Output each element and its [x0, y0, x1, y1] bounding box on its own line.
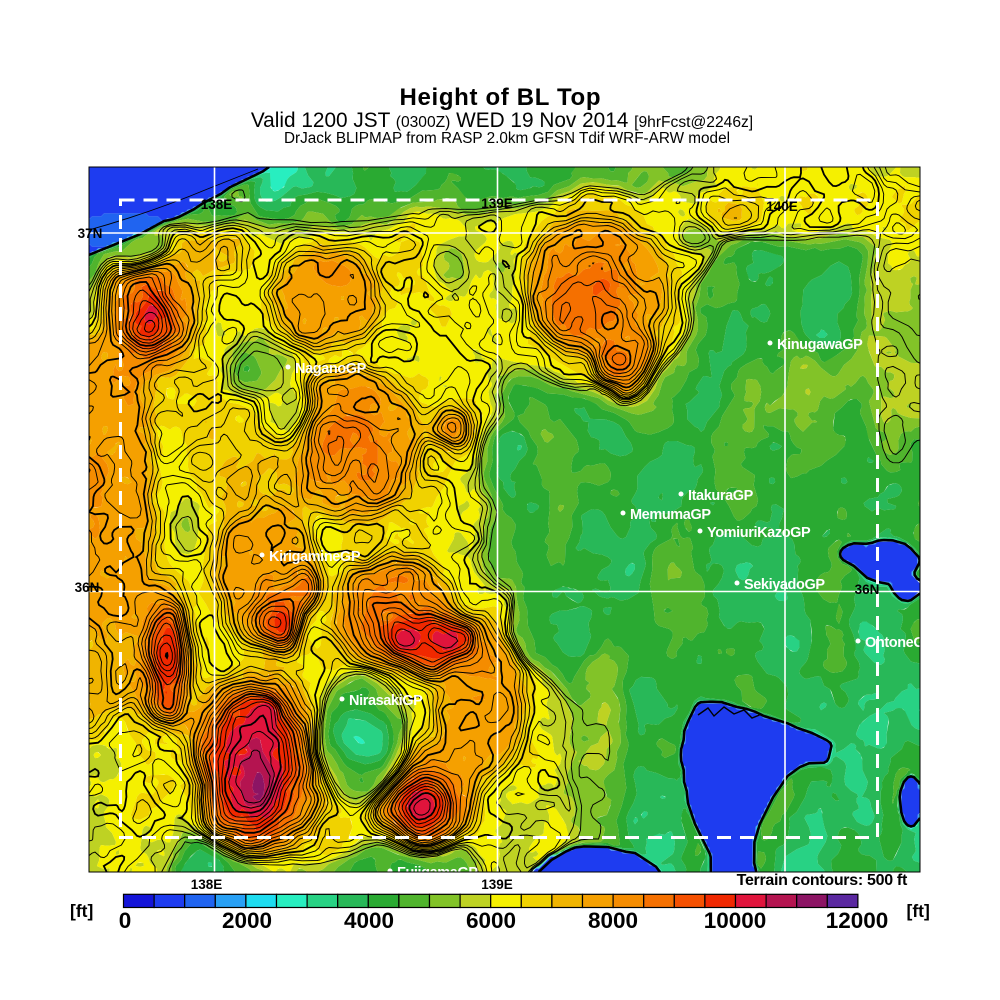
svg-text:37N: 37N [78, 226, 103, 241]
svg-text:36N: 36N [75, 580, 100, 595]
svg-text:8000: 8000 [588, 908, 638, 933]
svg-text:139E: 139E [481, 196, 513, 211]
svg-text:MemumaGP: MemumaGP [630, 507, 711, 523]
svg-text:NirasakiGP: NirasakiGP [349, 693, 423, 709]
svg-text:Height of BL Top: Height of BL Top [400, 84, 601, 111]
svg-text:0: 0 [119, 908, 132, 933]
svg-text:36N: 36N [855, 582, 880, 597]
svg-text:140E: 140E [766, 199, 798, 214]
svg-text:6000: 6000 [466, 908, 516, 933]
svg-text:Terrain contours: 500 ft: Terrain contours: 500 ft [737, 872, 908, 889]
svg-text:ItakuraGP: ItakuraGP [688, 488, 754, 504]
svg-text:OhtoneGP: OhtoneGP [865, 635, 934, 651]
svg-text:KinugawaGP: KinugawaGP [777, 337, 863, 353]
svg-text:10000: 10000 [704, 908, 767, 933]
svg-text:FujigamaGP: FujigamaGP [397, 865, 478, 881]
svg-text:2000: 2000 [222, 908, 272, 933]
svg-text:DrJack BLIPMAP from RASP 2.0km: DrJack BLIPMAP from RASP 2.0km GFSN Tdif… [284, 130, 730, 147]
svg-text:[ft]: [ft] [907, 901, 930, 921]
svg-text:SekiyadoGP: SekiyadoGP [744, 577, 825, 593]
svg-text:KirigamineGP: KirigamineGP [269, 549, 361, 565]
svg-text:138E: 138E [191, 877, 223, 892]
svg-text:[ft]: [ft] [70, 901, 93, 921]
svg-text:YomiuriKazoGP: YomiuriKazoGP [707, 525, 811, 541]
svg-text:4000: 4000 [344, 908, 394, 933]
svg-text:139E: 139E [481, 877, 513, 892]
svg-text:12000: 12000 [826, 908, 889, 933]
svg-text:NaganoGP: NaganoGP [295, 361, 367, 377]
svg-text:Valid 1200 JST (0300Z) WED 19: Valid 1200 JST (0300Z) WED 19 Nov 2014 [… [251, 109, 753, 132]
svg-text:138E: 138E [201, 197, 233, 212]
